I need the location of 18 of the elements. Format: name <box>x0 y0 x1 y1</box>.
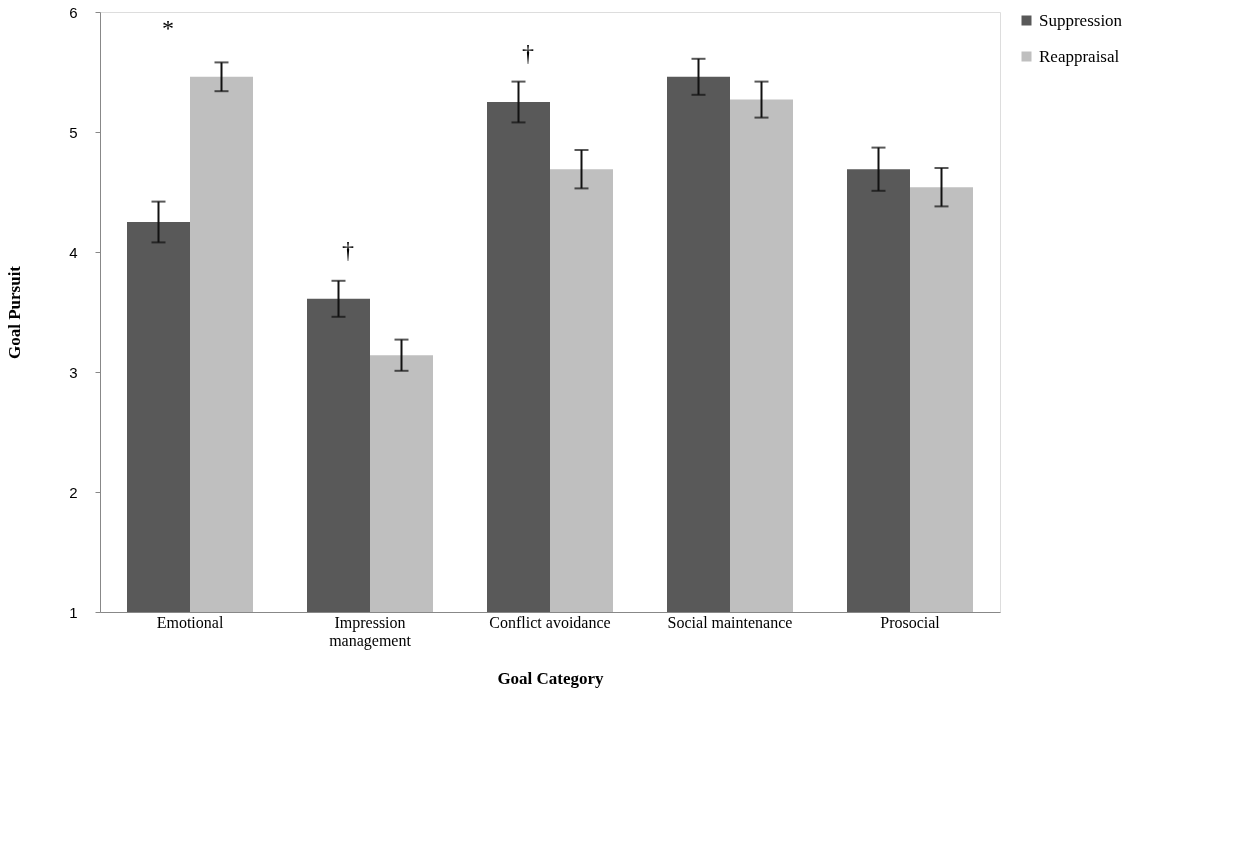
x-tick-label: Emotional <box>156 613 224 631</box>
annotation: † <box>342 236 354 263</box>
x-tick-label: Social maintenance <box>667 613 793 631</box>
y-tick-label: 4 <box>69 243 78 261</box>
y-axis-title: Goal Pursuit <box>5 265 25 360</box>
y-tick-label: 2 <box>69 483 78 501</box>
y-tick-label: 1 <box>69 603 78 621</box>
annotation: * <box>162 14 174 41</box>
legend-label: Reappraisal <box>1039 46 1120 66</box>
annotation: † <box>522 40 534 66</box>
x-axis-title: Goal Category <box>497 668 605 688</box>
y-tick-label: 3 <box>69 363 78 381</box>
x-tick-label: Prosocial <box>880 613 941 631</box>
x-tick-label: Conflict avoidance <box>489 613 611 631</box>
y-tick-label: 5 <box>69 123 78 141</box>
legend-label: Suppression <box>1039 10 1123 30</box>
y-tick-label: 6 <box>69 3 78 21</box>
x-tick-label: Impression management <box>329 613 412 650</box>
